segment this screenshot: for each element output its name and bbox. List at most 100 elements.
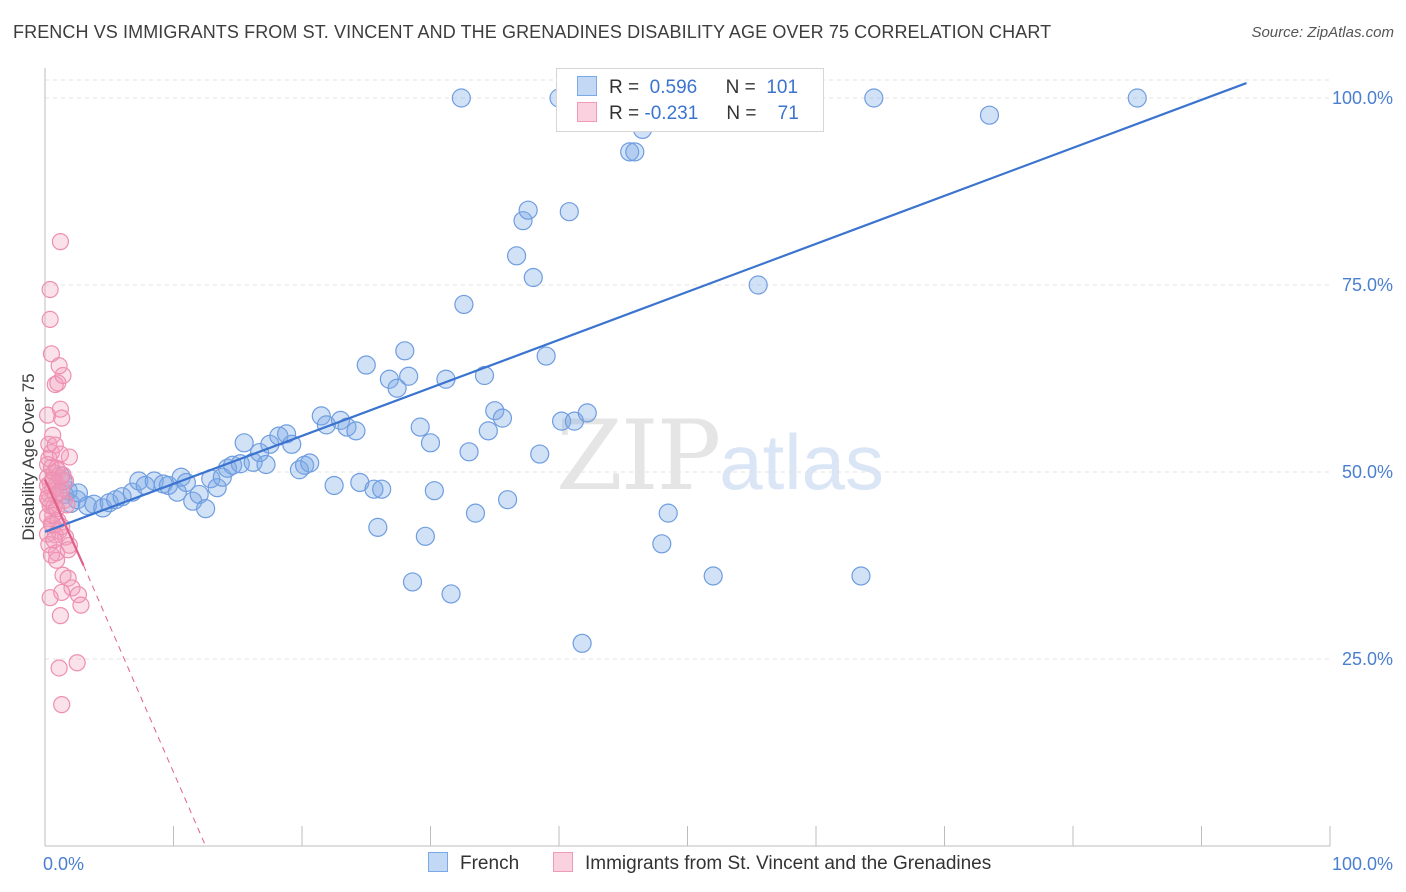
french-point: [459, 442, 479, 462]
legend-row-french: R = 0.596 N = 101: [577, 76, 798, 100]
bottom-legend-label-french: French: [460, 853, 520, 874]
watermark-atlas: atlas: [719, 418, 884, 506]
french-point: [364, 479, 384, 499]
legend-r-value: -0.231: [644, 103, 699, 124]
french-point: [189, 484, 209, 505]
french-point: [402, 572, 423, 592]
st-vincent-point: [59, 569, 77, 587]
st-vincent-point: [44, 426, 62, 444]
legend-n-value: 71: [777, 103, 799, 124]
legend-n-label: N =: [725, 77, 756, 98]
french-point: [368, 517, 388, 537]
st-vincent-point: [50, 659, 68, 677]
legend-r-label: R =: [609, 77, 640, 98]
st-vincent-point: [41, 589, 59, 607]
french-point: [399, 366, 419, 386]
french-point: [577, 403, 597, 423]
french-point: [276, 424, 297, 444]
source-label: Source: ZipAtlas.com: [1251, 24, 1394, 41]
french-point: [372, 479, 392, 499]
french-point: [498, 490, 518, 510]
st-vincent-point: [51, 445, 70, 463]
french-point: [256, 454, 276, 475]
french-point: [536, 346, 556, 366]
legend-r-value: 0.596: [649, 77, 698, 98]
st-vincent-trend-line: [43, 479, 85, 566]
axis-labels: 25.0% 50.0% 75.0% 100.0% 0.0% 100.0% Disabilit…: [19, 88, 1393, 874]
chart-title: FRENCH VS IMMIGRANTS FROM ST. VINCENT AN…: [13, 22, 1052, 42]
french-point: [415, 526, 435, 546]
french-point: [523, 267, 543, 288]
french-point: [451, 88, 471, 108]
french-point: [652, 534, 672, 554]
correlation-legend: R = 0.596 N = 101 R = -0.231 N = 71: [556, 68, 824, 132]
st-vincent-point: [53, 409, 71, 427]
french-point: [387, 378, 407, 398]
st-vincent-point: [69, 586, 88, 604]
y-axis-label: Disability Age Over 75: [19, 373, 38, 540]
watermark: ZIPatlas: [556, 400, 884, 512]
french-point: [518, 200, 538, 220]
bottom-legend-swatch-french: [428, 852, 448, 872]
st-vincent-trend-extension: [83, 565, 207, 847]
legend-n-label: N =: [726, 103, 757, 124]
french-point: [625, 142, 645, 162]
st-vincent-point: [58, 496, 76, 514]
french-point: [851, 566, 871, 586]
french-point: [395, 341, 415, 361]
french-point: [324, 475, 344, 496]
french-point: [478, 421, 498, 441]
french-point: [300, 453, 320, 473]
st-vincent-point: [41, 280, 59, 299]
bottom-legend-st-vincent: Immigrants from St. Vincent and the Gren…: [553, 852, 991, 876]
st-vincent-point: [54, 366, 72, 385]
french-point: [465, 503, 486, 523]
st-vincent-point: [51, 233, 70, 251]
y-tick-label: 100.0%: [1332, 88, 1393, 108]
french-point: [979, 105, 1000, 125]
french-point: [506, 246, 527, 266]
french-point: [441, 584, 461, 604]
french-point: [620, 142, 640, 162]
st-vincent-point: [54, 466, 72, 484]
french-point: [572, 633, 592, 653]
st-vincent-point: [63, 579, 81, 597]
french-point: [530, 444, 550, 464]
french-point: [454, 294, 474, 315]
st-vincent-point: [50, 357, 68, 375]
bottom-legend-label-st-vincent: Immigrants from St. Vincent and the Gren…: [585, 853, 992, 874]
french-point: [68, 483, 89, 503]
french-point: [311, 406, 331, 426]
french-point: [207, 478, 227, 498]
french-point: [410, 417, 430, 437]
st-vincent-point: [51, 400, 70, 418]
st-vincent-point: [72, 596, 90, 614]
legend-n-value: 101: [766, 77, 799, 98]
st-vincent-point: [53, 696, 71, 714]
st-vincent-point: [68, 654, 86, 672]
st-vincent-point: [51, 607, 70, 625]
french-point: [346, 421, 366, 441]
bottom-legend-french: French: [428, 852, 519, 876]
french-point: [658, 503, 678, 523]
grid-lines: [45, 79, 1330, 660]
french-trend-line: [44, 82, 1247, 533]
x-tick-label: 100.0%: [1332, 854, 1393, 874]
bottom-legend-swatch-st-vincent: [553, 852, 573, 872]
french-point: [559, 202, 579, 222]
x-tick-label: 0.0%: [43, 854, 84, 874]
legend-r-label: R =: [609, 103, 640, 124]
series-st-vincent-points: [38, 233, 90, 714]
st-vincent-point: [40, 435, 58, 453]
st-vincent-point: [42, 345, 61, 363]
french-point: [703, 566, 723, 586]
french-point: [234, 433, 254, 453]
y-tick-label: 25.0%: [1342, 649, 1393, 669]
french-point: [196, 499, 216, 519]
french-point: [1127, 88, 1147, 108]
french-point: [513, 211, 533, 231]
st-vincent-point: [47, 551, 66, 569]
legend-swatch-st-vincent: [577, 102, 597, 122]
french-point: [492, 408, 513, 428]
y-tick-label: 50.0%: [1342, 462, 1393, 482]
